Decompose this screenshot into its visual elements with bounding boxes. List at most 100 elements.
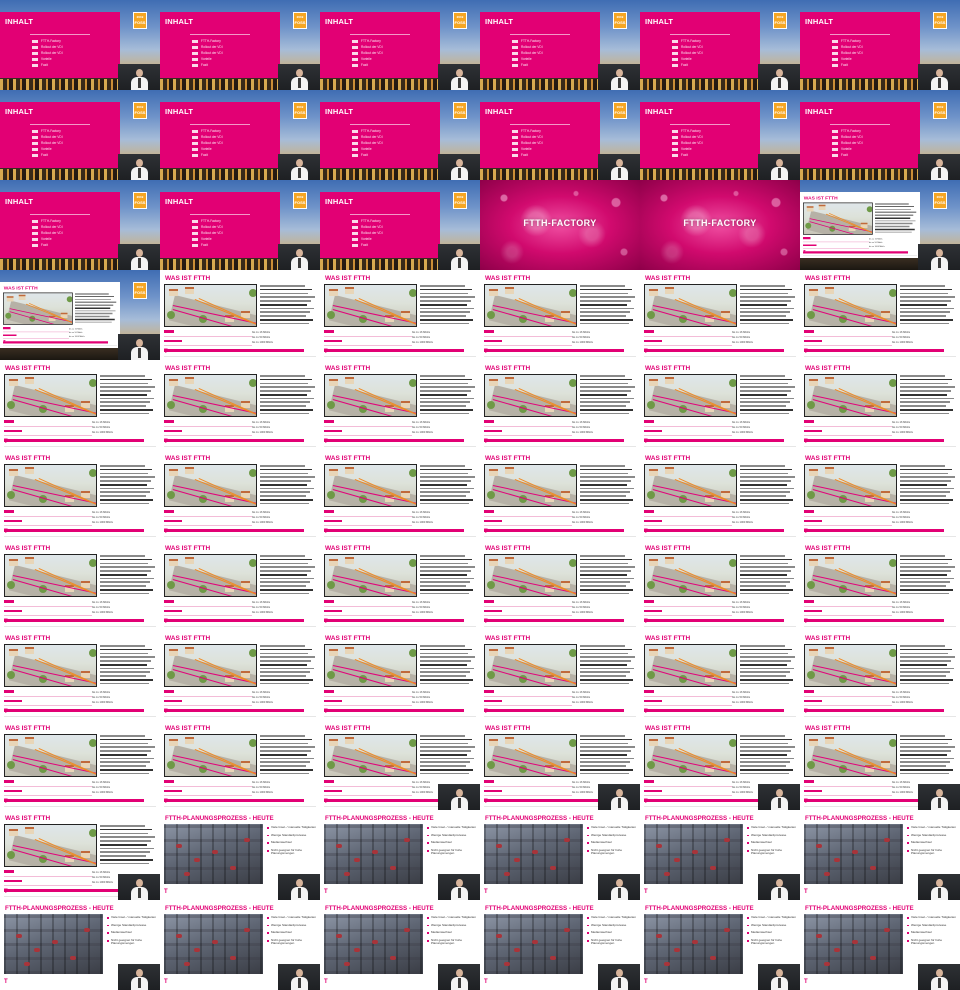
video-frame-thumbnail[interactable]: WAS IST FTTH bis zu 16 Mbit/s bis zu 50 Mb… (320, 450, 480, 540)
video-frame-thumbnail[interactable]: FTTH-PLANUNGSPROZESS - HEUTE Viele Insel-… (800, 900, 960, 990)
video-frame-thumbnail[interactable]: WAS IST FTTH bis zu 16 Mbit/s bis zu 50 Mb… (480, 540, 640, 630)
tree (327, 491, 335, 499)
agenda-number-chip (32, 231, 38, 235)
video-frame-thumbnail[interactable]: WAS IST FTTH bis zu 16 Mbit/s bis zu 50 Mb… (640, 630, 800, 720)
video-frame-thumbnail[interactable]: WAS IST FTTH bis zu 16 Mbit/s bis zu 50 Mb… (480, 360, 640, 450)
video-frame-thumbnail[interactable]: WAS IST FTTH bis zu 16 Mbit/s bis zu 50 Mb… (160, 270, 320, 360)
tree (199, 405, 207, 413)
video-frame-thumbnail[interactable]: WAS IST FTTH bis zu 16 Mbit/s bis zu 50 Mb… (0, 630, 160, 720)
text-line (580, 765, 626, 767)
video-frame-thumbnail[interactable]: FTTH-PLANUNGSPROZESS - HEUTE Viele Insel-… (480, 900, 640, 990)
video-frame-thumbnail[interactable]: FTTH-PLANUNGSPROZESS - HEUTE Viele Insel-… (160, 900, 320, 990)
video-frame-thumbnail[interactable]: WAS IST FTTH bis zu 16 Mbit/s bis zu 50 Mb… (0, 810, 160, 900)
video-frame-thumbnail[interactable]: WAS IST FTTH bis zu 16 Mbit/s bis zu 50 Mb… (800, 540, 960, 630)
video-frame-thumbnail[interactable]: WAS IST FTTH bis zu 16 Mbit/s bis zu 50 Mb… (320, 360, 480, 450)
video-frame-thumbnail[interactable]: INHALT FTTH-Factory Rollout der VDI Rollout… (160, 180, 320, 270)
speed-label: bis zu 50 Mbit/s (92, 516, 111, 519)
video-frame-thumbnail[interactable]: INHALT FTTH-Factory Rollout der VDI Rollout… (0, 180, 160, 270)
video-frame-thumbnail[interactable]: WAS IST FTTH bis zu 16 Mbit/s bis zu 50 Mb… (800, 270, 960, 360)
speed-label: bis zu 50 Mbit/s (92, 696, 111, 699)
slide-title: WAS IST FTTH (165, 725, 211, 732)
video-frame-thumbnail[interactable]: INHALT FTTH-Factory Rollout der VDI Rollout… (320, 0, 480, 90)
video-frame-thumbnail[interactable]: FTTH-PLANUNGSPROZESS - HEUTE Viele Insel-… (800, 810, 960, 900)
video-frame-thumbnail[interactable]: WAS IST FTTH bis zu 16 Mbit/s bis zu 50 Mb… (160, 540, 320, 630)
video-frame-thumbnail[interactable]: FTTH-PLANUNGSPROZESS - HEUTE Viele Insel-… (640, 900, 800, 990)
video-frame-thumbnail[interactable]: WAS IST FTTH bis zu 16 Mbit/s bis zu 50 Mb… (0, 540, 160, 630)
text-line (100, 577, 154, 580)
speed-bar (4, 600, 14, 603)
video-frame-thumbnail[interactable]: WAS IST FTTH bis zu 16 Mbit/s bis zu 50 Mb… (320, 270, 480, 360)
video-frame-thumbnail[interactable]: INHALT FTTH-Factory Rollout der VDI Rollout… (800, 0, 960, 90)
video-frame-thumbnail[interactable]: WAS IST FTTH bis zu 16 Mbit/s bis zu 50 Mb… (480, 270, 640, 360)
house (545, 765, 554, 772)
video-frame-thumbnail[interactable]: INHALT FTTH-Factory Rollout der VDI Rollout… (320, 180, 480, 270)
video-frame-thumbnail[interactable]: WAS IST FTTH bis zu 16 Mbit/s bis zu 50 Mb… (0, 270, 160, 360)
bullet-item: Medienwechsel (907, 931, 957, 935)
slide-title: INHALT (485, 17, 514, 26)
agenda-item-label: Fazit (201, 153, 208, 157)
video-frame-thumbnail[interactable]: WAS IST FTTH bis zu 16 Mbit/s bis zu 50 Mb… (800, 360, 960, 450)
ftth-illustration (803, 202, 873, 235)
video-frame-thumbnail[interactable]: FTTH-PLANUNGSPROZESS - HEUTE Viele Insel-… (640, 810, 800, 900)
agenda-item-label: Vorteile (681, 57, 692, 61)
video-frame-thumbnail[interactable]: WAS IST FTTH bis zu 16 Mbit/s bis zu 50 Mb… (320, 540, 480, 630)
video-frame-thumbnail[interactable]: WAS IST FTTH bis zu 16 Mbit/s bis zu 50 Mb… (160, 630, 320, 720)
agenda-item: Fazit (352, 242, 383, 248)
video-frame-thumbnail[interactable]: FTTH-FACTORY (640, 180, 800, 270)
agenda-number-chip (32, 39, 38, 43)
video-frame-thumbnail[interactable]: WAS IST FTTH bis zu 16 Mbit/s bis zu 50 Mb… (800, 180, 960, 270)
office-chair (852, 850, 858, 854)
video-frame-thumbnail[interactable]: WAS IST FTTH bis zu 16 Mbit/s bis zu 50 Mb… (0, 720, 160, 810)
text-line (260, 577, 314, 580)
video-frame-thumbnail[interactable]: FTTH-FACTORY (480, 180, 640, 270)
video-frame-thumbnail[interactable]: WAS IST FTTH bis zu 16 Mbit/s bis zu 50 Mb… (640, 360, 800, 450)
explanation-text (420, 735, 476, 777)
video-frame-thumbnail[interactable]: WAS IST FTTH bis zu 16 Mbit/s bis zu 50 Mb… (800, 450, 960, 540)
video-frame-thumbnail[interactable]: FTTH-PLANUNGSPROZESS - HEUTE Viele Insel-… (320, 900, 480, 990)
video-frame-thumbnail[interactable]: FTTH-PLANUNGSPROZESS - HEUTE Viele Insel-… (0, 900, 160, 990)
footer-rule (4, 716, 156, 717)
video-frame-thumbnail[interactable]: WAS IST FTTH bis zu 16 Mbit/s bis zu 50 Mb… (160, 450, 320, 540)
ftth-illustration (484, 644, 577, 687)
agenda-number-chip (352, 219, 358, 223)
video-frame-thumbnail[interactable]: WAS IST FTTH bis zu 16 Mbit/s bis zu 50 Mb… (480, 720, 640, 810)
video-frame-thumbnail[interactable]: INHALT FTTH-Factory Rollout der VDI Rollout… (800, 90, 960, 180)
video-frame-thumbnail[interactable]: WAS IST FTTH bis zu 16 Mbit/s bis zu 50 Mb… (320, 630, 480, 720)
bullet-item: Viele Insel- / manuelle Tätigkeiten (747, 915, 797, 920)
text-line (420, 589, 473, 591)
video-frame-thumbnail[interactable]: INHALT FTTH-Factory Rollout der VDI Rollout… (320, 90, 480, 180)
video-frame-thumbnail[interactable]: WAS IST FTTH bis zu 16 Mbit/s bis zu 50 Mb… (480, 630, 640, 720)
text-line (100, 585, 146, 587)
text-line (260, 746, 315, 748)
tree (167, 761, 175, 769)
video-frame-thumbnail[interactable]: WAS IST FTTH bis zu 16 Mbit/s bis zu 50 Mb… (640, 450, 800, 540)
video-frame-thumbnail[interactable]: WAS IST FTTH bis zu 16 Mbit/s bis zu 50 Mb… (0, 360, 160, 450)
telekom-logo: T (644, 709, 648, 715)
video-frame-thumbnail[interactable]: FTTH-PLANUNGSPROZESS - HEUTE Viele Insel-… (480, 810, 640, 900)
video-frame-thumbnail[interactable]: WAS IST FTTH bis zu 16 Mbit/s bis zu 50 Mb… (640, 270, 800, 360)
video-frame-thumbnail[interactable]: WAS IST FTTH bis zu 16 Mbit/s bis zu 50 Mb… (160, 720, 320, 810)
video-frame-thumbnail[interactable]: WAS IST FTTH bis zu 16 Mbit/s bis zu 50 Mb… (320, 720, 480, 810)
text-line (100, 573, 147, 576)
video-frame-thumbnail[interactable]: INHALT FTTH-Factory Rollout der VDI Rollout… (0, 90, 160, 180)
text-line (100, 562, 148, 565)
video-frame-thumbnail[interactable]: WAS IST FTTH bis zu 16 Mbit/s bis zu 50 Mb… (800, 630, 960, 720)
telekom-logo: T (164, 349, 168, 355)
video-frame-thumbnail[interactable]: INHALT FTTH-Factory Rollout der VDI Rollout… (160, 0, 320, 90)
video-frame-thumbnail[interactable]: FTTH-PLANUNGSPROZESS - HEUTE Viele Insel-… (160, 810, 320, 900)
video-frame-thumbnail[interactable]: WAS IST FTTH bis zu 16 Mbit/s bis zu 50 Mb… (800, 720, 960, 810)
video-frame-thumbnail[interactable]: WAS IST FTTH bis zu 16 Mbit/s bis zu 50 Mb… (640, 720, 800, 810)
video-frame-thumbnail[interactable]: INHALT FTTH-Factory Rollout der VDI Rollout… (0, 0, 160, 90)
video-frame-thumbnail[interactable]: INHALT FTTH-Factory Rollout der VDI Rollout… (160, 90, 320, 180)
text-line (100, 840, 151, 842)
video-frame-thumbnail[interactable]: INHALT FTTH-Factory Rollout der VDI Rollout… (480, 0, 640, 90)
video-frame-thumbnail[interactable]: WAS IST FTTH bis zu 16 Mbit/s bis zu 50 Mb… (0, 450, 160, 540)
video-frame-thumbnail[interactable]: WAS IST FTTH bis zu 16 Mbit/s bis zu 50 Mb… (640, 540, 800, 630)
video-frame-thumbnail[interactable]: INHALT FTTH-Factory Rollout der VDI Rollout… (480, 90, 640, 180)
video-frame-thumbnail[interactable]: FTTH-PLANUNGSPROZESS - HEUTE Viele Insel-… (320, 810, 480, 900)
video-frame-thumbnail[interactable]: WAS IST FTTH bis zu 16 Mbit/s bis zu 50 Mb… (160, 360, 320, 450)
video-frame-thumbnail[interactable]: WAS IST FTTH bis zu 16 Mbit/s bis zu 50 Mb… (480, 450, 640, 540)
video-frame-thumbnail[interactable]: INHALT FTTH-Factory Rollout der VDI Rollout… (640, 90, 800, 180)
video-frame-thumbnail[interactable]: INHALT FTTH-Factory Rollout der VDI Rollout… (640, 0, 800, 90)
office-photo (4, 914, 103, 974)
